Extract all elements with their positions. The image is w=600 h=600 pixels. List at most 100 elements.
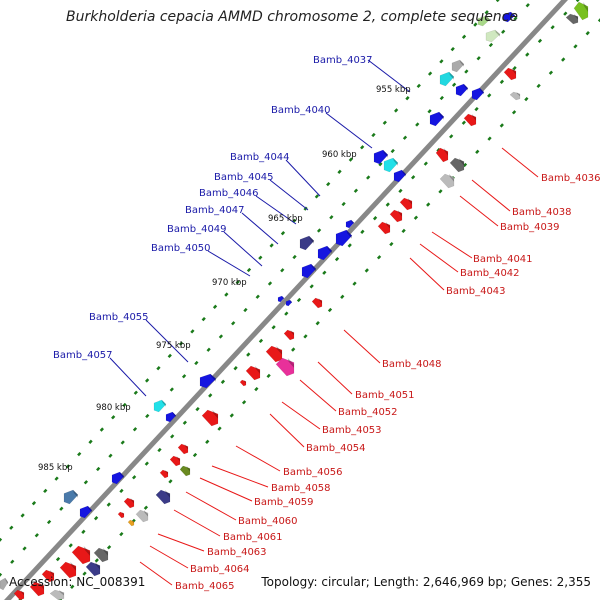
track-tick bbox=[309, 284, 314, 289]
track-tick bbox=[205, 439, 210, 444]
gene-label-bamb-4042[interactable]: Bamb_4042 bbox=[460, 268, 520, 279]
track-tick bbox=[389, 241, 394, 247]
gene-feature bbox=[111, 471, 125, 485]
gene-label-bamb-4037[interactable]: Bamb_4037 bbox=[313, 55, 373, 66]
track-tick bbox=[348, 157, 353, 162]
leader-line bbox=[185, 491, 237, 521]
leader-line bbox=[173, 509, 221, 537]
gene-label-bamb-4064[interactable]: Bamb_4064 bbox=[190, 564, 250, 575]
track-tick bbox=[145, 413, 150, 419]
gene-label-bamb-4051[interactable]: Bamb_4051 bbox=[355, 390, 415, 401]
gene-label-bamb-4044[interactable]: Bamb_4044 bbox=[230, 152, 290, 163]
gene-label-bamb-4065[interactable]: Bamb_4065 bbox=[175, 581, 235, 592]
track-tick bbox=[217, 426, 222, 431]
gene-label-bamb-4063[interactable]: Bamb_4063 bbox=[207, 547, 267, 558]
track-tick bbox=[411, 175, 416, 180]
leader-line bbox=[139, 561, 173, 586]
track-tick bbox=[271, 325, 276, 330]
gene-feature bbox=[59, 561, 77, 579]
track-tick bbox=[34, 533, 39, 538]
accession-text: Accession: NC_008391 bbox=[9, 575, 146, 589]
leader-line bbox=[471, 179, 511, 212]
track-tick bbox=[181, 374, 187, 379]
track-tick bbox=[212, 304, 218, 309]
gene-feature bbox=[317, 245, 333, 261]
gene-label-bamb-4060[interactable]: Bamb_4060 bbox=[238, 516, 298, 527]
gene-feature bbox=[389, 209, 403, 223]
track-tick bbox=[280, 231, 286, 236]
gene-label-bamb-4054[interactable]: Bamb_4054 bbox=[306, 443, 366, 454]
track-tick bbox=[82, 571, 87, 576]
track-tick bbox=[65, 464, 71, 469]
gene-label-bamb-4043[interactable]: Bamb_4043 bbox=[446, 286, 506, 297]
gene-feature bbox=[79, 505, 93, 519]
track-tick bbox=[461, 120, 466, 125]
gene-label-bamb-4053[interactable]: Bamb_4053 bbox=[322, 425, 382, 436]
gene-label-bamb-4040[interactable]: Bamb_4040 bbox=[271, 105, 331, 116]
track-tick bbox=[303, 334, 308, 339]
gene-label-bamb-4047[interactable]: Bamb_4047 bbox=[185, 205, 245, 216]
leader-line bbox=[235, 445, 281, 472]
gene-feature bbox=[169, 455, 181, 467]
track-tick bbox=[220, 379, 226, 384]
gene-label-bamb-4050[interactable]: Bamb_4050 bbox=[151, 243, 211, 254]
track-tick bbox=[499, 123, 504, 128]
gene-label-bamb-4049[interactable]: Bamb_4049 bbox=[167, 224, 227, 235]
track-tick bbox=[143, 505, 149, 510]
track-tick bbox=[484, 10, 489, 15]
gene-feature bbox=[509, 91, 521, 101]
track-tick bbox=[255, 294, 260, 299]
track-tick bbox=[0, 572, 3, 577]
track-tick bbox=[488, 42, 494, 48]
track-tick bbox=[512, 66, 517, 71]
gene-feature bbox=[299, 235, 315, 251]
track-tick bbox=[55, 556, 61, 562]
gene-feature bbox=[311, 297, 323, 309]
track-tick bbox=[439, 95, 444, 101]
track-tick bbox=[513, 16, 518, 21]
track-tick bbox=[451, 82, 457, 87]
gene-label-bamb-4056[interactable]: Bamb_4056 bbox=[283, 467, 343, 478]
leader-line bbox=[281, 401, 321, 430]
map-title: Burkholderia cepacia AMMD chromosome 2, … bbox=[66, 9, 518, 25]
gene-label-bamb-4052[interactable]: Bamb_4052 bbox=[338, 407, 398, 418]
kbp-label: 955 kbp bbox=[376, 85, 411, 95]
track-tick bbox=[169, 387, 174, 392]
gene-label-bamb-4045[interactable]: Bamb_4045 bbox=[214, 172, 274, 183]
track-tick bbox=[366, 175, 371, 180]
gene-feature bbox=[127, 519, 135, 527]
track-tick bbox=[416, 83, 421, 89]
gene-feature bbox=[159, 469, 169, 479]
track-tick bbox=[194, 360, 199, 366]
track-tick bbox=[59, 506, 64, 511]
track-tick bbox=[495, 0, 500, 3]
leader-line bbox=[269, 413, 305, 448]
track-tick bbox=[233, 366, 238, 371]
track-tick bbox=[167, 353, 172, 359]
gene-label-bamb-4048[interactable]: Bamb_4048 bbox=[382, 359, 442, 370]
gene-label-bamb-4038[interactable]: Bamb_4038 bbox=[512, 207, 572, 218]
track-tick bbox=[402, 135, 408, 140]
gene-label-bamb-4055[interactable]: Bamb_4055 bbox=[89, 312, 149, 323]
gene-label-bamb-4058[interactable]: Bamb_4058 bbox=[271, 483, 331, 494]
gene-feature bbox=[93, 547, 109, 563]
gene-feature bbox=[165, 411, 177, 423]
gene-label-bamb-4059[interactable]: Bamb_4059 bbox=[254, 497, 314, 508]
gene-label-bamb-4039[interactable]: Bamb_4039 bbox=[500, 222, 560, 233]
gene-feature bbox=[245, 365, 261, 381]
track-tick bbox=[316, 228, 322, 233]
gene-feature bbox=[135, 509, 149, 523]
gene-label-bamb-4046[interactable]: Bamb_4046 bbox=[199, 188, 259, 199]
kbp-label: 960 kbp bbox=[322, 150, 357, 160]
gene-label-bamb-4041[interactable]: Bamb_4041 bbox=[473, 254, 533, 265]
gene-label-bamb-4057[interactable]: Bamb_4057 bbox=[53, 350, 113, 361]
track-tick bbox=[258, 255, 263, 260]
track-tick bbox=[192, 452, 198, 458]
track-tick bbox=[413, 215, 419, 220]
track-tick bbox=[487, 136, 492, 141]
gene-feature bbox=[265, 345, 283, 363]
gene-label-bamb-4036[interactable]: Bamb_4036 bbox=[541, 173, 600, 184]
track-tick bbox=[269, 243, 274, 248]
leader-line bbox=[255, 195, 297, 225]
gene-label-bamb-4061[interactable]: Bamb_4061 bbox=[223, 532, 283, 543]
